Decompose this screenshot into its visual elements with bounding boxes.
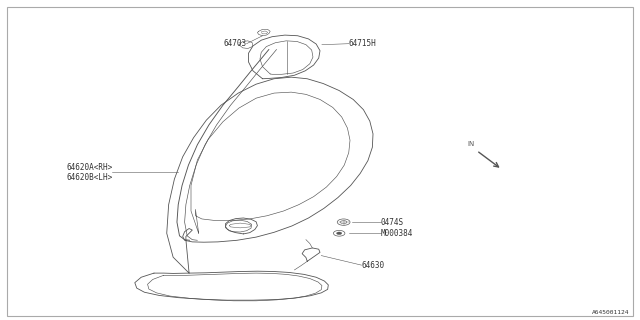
- Text: 64630: 64630: [362, 261, 385, 270]
- Text: 64620A<RH>: 64620A<RH>: [66, 164, 113, 172]
- Circle shape: [337, 232, 342, 235]
- Text: M000384: M000384: [381, 229, 413, 238]
- Text: A645001124: A645001124: [592, 309, 630, 315]
- Text: 64715H: 64715H: [349, 39, 376, 48]
- Text: 64620B<LH>: 64620B<LH>: [66, 173, 113, 182]
- Text: 64703: 64703: [223, 39, 246, 48]
- Text: IN: IN: [468, 140, 475, 147]
- Text: 0474S: 0474S: [381, 218, 404, 227]
